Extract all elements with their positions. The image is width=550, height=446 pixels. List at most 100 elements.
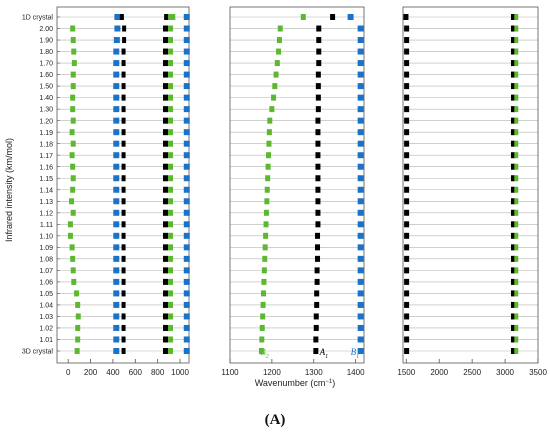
data-point [183,140,190,147]
data-point [357,175,364,182]
data-point [163,290,169,297]
annotation-base: B [260,347,266,357]
data-point [113,37,120,44]
data-point [69,152,75,159]
data-point [168,255,174,262]
data-point [510,186,515,193]
data-point [404,255,410,262]
data-point [315,209,321,216]
data-point [121,290,126,297]
y-tick-label: 1.70 [39,61,53,68]
data-point [357,313,364,320]
y-tick-label: 1.20 [39,118,53,125]
data-point [69,244,75,251]
data-point [510,301,515,308]
x-tick-label: 2000 [430,368,448,377]
data-point [168,209,174,216]
data-point [510,278,515,285]
data-point [163,175,169,182]
data-point [514,186,519,193]
data-point [113,209,120,216]
data-point [114,14,121,20]
data-point [121,336,126,343]
series-green-915 [168,14,174,354]
data-point [183,221,190,228]
annotation-base: A [319,347,326,357]
data-point [183,348,190,354]
data-point [514,313,519,320]
data-point [347,14,354,20]
data-point [357,278,364,285]
data-point [70,106,76,113]
data-point [514,163,519,170]
data-point [168,301,174,308]
series-green-low [67,14,176,354]
data-point [121,94,126,101]
data-point [315,198,321,205]
data-point [357,324,364,331]
data-point [315,117,321,124]
data-point [514,348,519,354]
panel-1: 0 200 400 600 800 1000 1D crystal 2.00 1.90 1.80 1… [22,6,190,377]
data-point [514,129,519,136]
data-point [404,117,410,124]
x-tick-label: 3500 [529,368,547,377]
data-point [404,278,410,285]
y-tick-label: 1.01 [39,337,53,344]
data-point [276,48,282,55]
data-point [163,198,169,205]
data-point [510,232,515,239]
data-point [121,129,126,136]
data-point [510,175,515,182]
data-point [113,313,120,320]
data-point [404,175,410,182]
x-axis-label-suffix: ) [332,378,335,388]
data-point [514,60,519,67]
data-point [183,152,190,159]
data-point [168,244,174,251]
data-point [113,244,120,251]
data-point [404,290,410,297]
data-point [163,232,169,239]
data-point [163,313,169,320]
data-point [163,209,169,216]
data-point [259,324,265,331]
data-point [316,60,322,67]
data-point [313,324,319,331]
y-tick-label: 1.14 [39,187,53,194]
data-point [113,106,120,113]
data-point [357,152,364,159]
y-tick-label: 1.19 [39,130,53,137]
data-point [514,290,519,297]
y-tick-label: 2.00 [39,26,53,33]
data-point [265,163,271,170]
data-point [514,71,519,78]
data-point [183,117,190,124]
data-point [514,152,519,159]
data-point [168,278,174,285]
data-point [316,37,322,44]
data-point [404,163,410,170]
data-point [168,83,174,90]
data-point [315,94,321,101]
data-point [263,232,269,239]
data-point [163,60,169,67]
data-point [121,48,126,55]
panel-3: 1500 2000 2500 3000 3500 [397,6,547,377]
data-point [315,83,321,90]
chart-panels: 0 200 400 600 800 1000 1D crystal 2.00 1.90 1.80 1… [22,6,547,377]
data-point [314,267,320,274]
data-point [260,301,266,308]
data-point [510,244,515,251]
x-tick-label: 200 [84,368,98,377]
data-point [168,140,174,147]
data-point [263,221,269,228]
data-point [357,267,364,274]
data-point [313,348,319,354]
data-point [121,221,126,228]
data-point [121,313,126,320]
data-point [404,94,410,101]
data-point [404,348,410,354]
data-point [75,324,81,331]
data-point [269,106,275,113]
